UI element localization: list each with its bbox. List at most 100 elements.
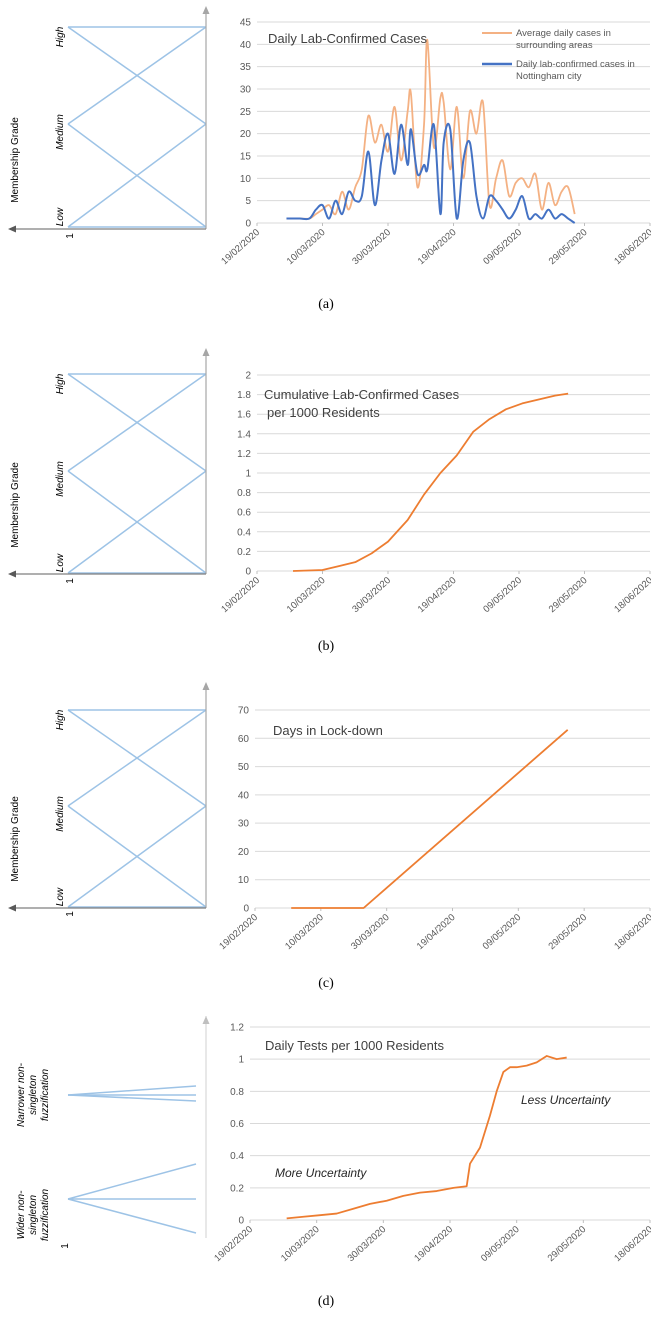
x-tick-label: 19/02/2020 <box>217 912 260 952</box>
panel-caption: (d) <box>318 1294 335 1309</box>
x-tick-label: 30/03/2020 <box>349 912 392 952</box>
chart-panel-c: 0 10 20 30 40 50 60 70 19/02/2020 10/03/2020 30/03… <box>217 706 651 992</box>
membership-level-label: Medium <box>55 796 66 832</box>
x-tick-label: 29/05/2020 <box>546 912 589 952</box>
y-tick-label: 30 <box>240 85 252 96</box>
y-tick-label: 0.2 <box>230 1183 244 1194</box>
y-tick-label: 15 <box>240 152 252 163</box>
fuzzification-line <box>67 1094 197 1102</box>
y-tick-label: 0.6 <box>237 508 251 519</box>
membership-level-label: Low <box>55 207 66 226</box>
panel-caption: (a) <box>318 297 334 312</box>
membership-panel: High Medium Low Membership Grade 1 <box>8 348 210 584</box>
x-tick-label: 30/03/2020 <box>350 227 393 267</box>
fuzzification-label: fuzzification <box>40 1188 51 1241</box>
y-tick-label: 0 <box>245 219 251 230</box>
axis-arrow-up <box>202 1016 210 1024</box>
x-tick-label: 18/06/2020 <box>612 227 651 267</box>
more-uncertainty-note: More Uncertainty <box>275 1166 367 1180</box>
x-tick-label: 10/03/2020 <box>279 1224 322 1264</box>
legend-label: surrounding areas <box>516 40 593 51</box>
axis-arrow-left <box>8 904 16 912</box>
chart-title: Daily Tests per 1000 Residents <box>265 1038 444 1053</box>
axis-arrow-up <box>202 6 210 14</box>
axis-arrow-up <box>202 348 210 356</box>
y-tick-label: 5 <box>245 196 251 207</box>
y-tick-label: 30 <box>238 819 250 830</box>
mf-line <box>67 26 207 125</box>
membership-panel: High Medium Low Membership Grade 1 <box>8 6 210 239</box>
x-tick-label: 29/05/2020 <box>547 227 590 267</box>
x-tick-label: 09/05/2020 <box>481 227 524 267</box>
fuzzification-label: singleton <box>28 1075 39 1115</box>
mf-line <box>67 470 207 574</box>
x-tick-label: 09/05/2020 <box>481 575 524 615</box>
legend-label: Daily lab-confirmed cases in <box>516 59 635 70</box>
fuzzification-line <box>67 1163 197 1200</box>
axis-arrow-left <box>8 570 16 578</box>
panel-caption: (b) <box>318 639 335 654</box>
mf-line <box>67 709 207 807</box>
y-tick-label: 60 <box>238 734 250 745</box>
membership-level-label: Medium <box>55 114 66 150</box>
chart-title: Days in Lock-down <box>273 723 383 738</box>
y-tick-label: 25 <box>240 107 252 118</box>
membership-level-label: High <box>55 373 66 394</box>
chart-title: Daily Lab-Confirmed Cases <box>268 31 427 46</box>
membership-one-label: 1 <box>65 233 76 239</box>
axis-arrow-left <box>8 225 16 233</box>
membership-level-label: Medium <box>55 461 66 497</box>
membership-one-label: 1 <box>60 1243 71 1249</box>
y-tick-label: 45 <box>240 18 252 29</box>
y-tick-label: 0.2 <box>237 547 251 558</box>
y-tick-label: 20 <box>240 129 252 140</box>
y-tick-label: 1.2 <box>230 1023 244 1034</box>
x-tick-label: 18/06/2020 <box>612 1224 651 1264</box>
y-tick-label: 0.8 <box>237 488 251 499</box>
chart-subtitle: per 1000 Residents <box>267 405 380 420</box>
y-tick-label: 1.6 <box>237 410 251 421</box>
y-tick-label: 20 <box>238 847 250 858</box>
y-tick-label: 1 <box>238 1055 244 1066</box>
x-tick-label: 10/03/2020 <box>285 575 328 615</box>
x-tick-label: 30/03/2020 <box>346 1224 389 1264</box>
fuzzification-label: Narrower non- <box>16 1062 27 1127</box>
series-line <box>286 1055 567 1220</box>
membership-one-label: 1 <box>65 911 76 917</box>
mf-line <box>67 805 207 908</box>
membership-axis-title: Membership Grade <box>10 796 21 882</box>
membership-axis-title: Membership Grade <box>10 117 21 203</box>
y-tick-label: 35 <box>240 62 252 73</box>
fuzzification-line <box>67 1198 197 1234</box>
y-tick-label: 1.4 <box>237 429 251 440</box>
fuzzification-panel: Narrower non-singleton fuzzificationWider… <box>16 1016 210 1249</box>
x-tick-label: 19/04/2020 <box>415 912 458 952</box>
y-tick-label: 10 <box>238 875 250 886</box>
legend-label: Average daily cases in <box>516 28 611 39</box>
membership-panel: High Medium Low Membership Grade 1 <box>8 682 210 917</box>
x-tick-label: 09/05/2020 <box>481 912 524 952</box>
series-line <box>286 122 576 224</box>
x-tick-label: 19/02/2020 <box>219 575 262 615</box>
y-tick-label: 2 <box>245 371 251 382</box>
y-tick-label: 70 <box>238 706 250 717</box>
fuzzification-line <box>67 1085 197 1096</box>
x-tick-label: 29/05/2020 <box>547 575 590 615</box>
x-tick-label: 29/05/2020 <box>546 1224 589 1264</box>
membership-level-label: Low <box>55 887 66 906</box>
membership-axis-title: Membership Grade <box>10 462 21 548</box>
y-tick-label: 0 <box>238 1216 244 1227</box>
membership-one-label: 1 <box>65 578 76 584</box>
membership-level-label: Low <box>55 553 66 572</box>
y-tick-label: 1.2 <box>237 449 251 460</box>
x-tick-label: 19/04/2020 <box>416 227 459 267</box>
x-tick-label: 19/04/2020 <box>412 1224 455 1264</box>
y-tick-label: 0.8 <box>230 1087 244 1098</box>
y-tick-label: 40 <box>238 790 250 801</box>
y-tick-label: 50 <box>238 762 250 773</box>
x-tick-label: 18/06/2020 <box>612 575 651 615</box>
panel-caption: (c) <box>318 976 334 991</box>
chart-title: Cumulative Lab-Confirmed Cases <box>264 387 460 402</box>
